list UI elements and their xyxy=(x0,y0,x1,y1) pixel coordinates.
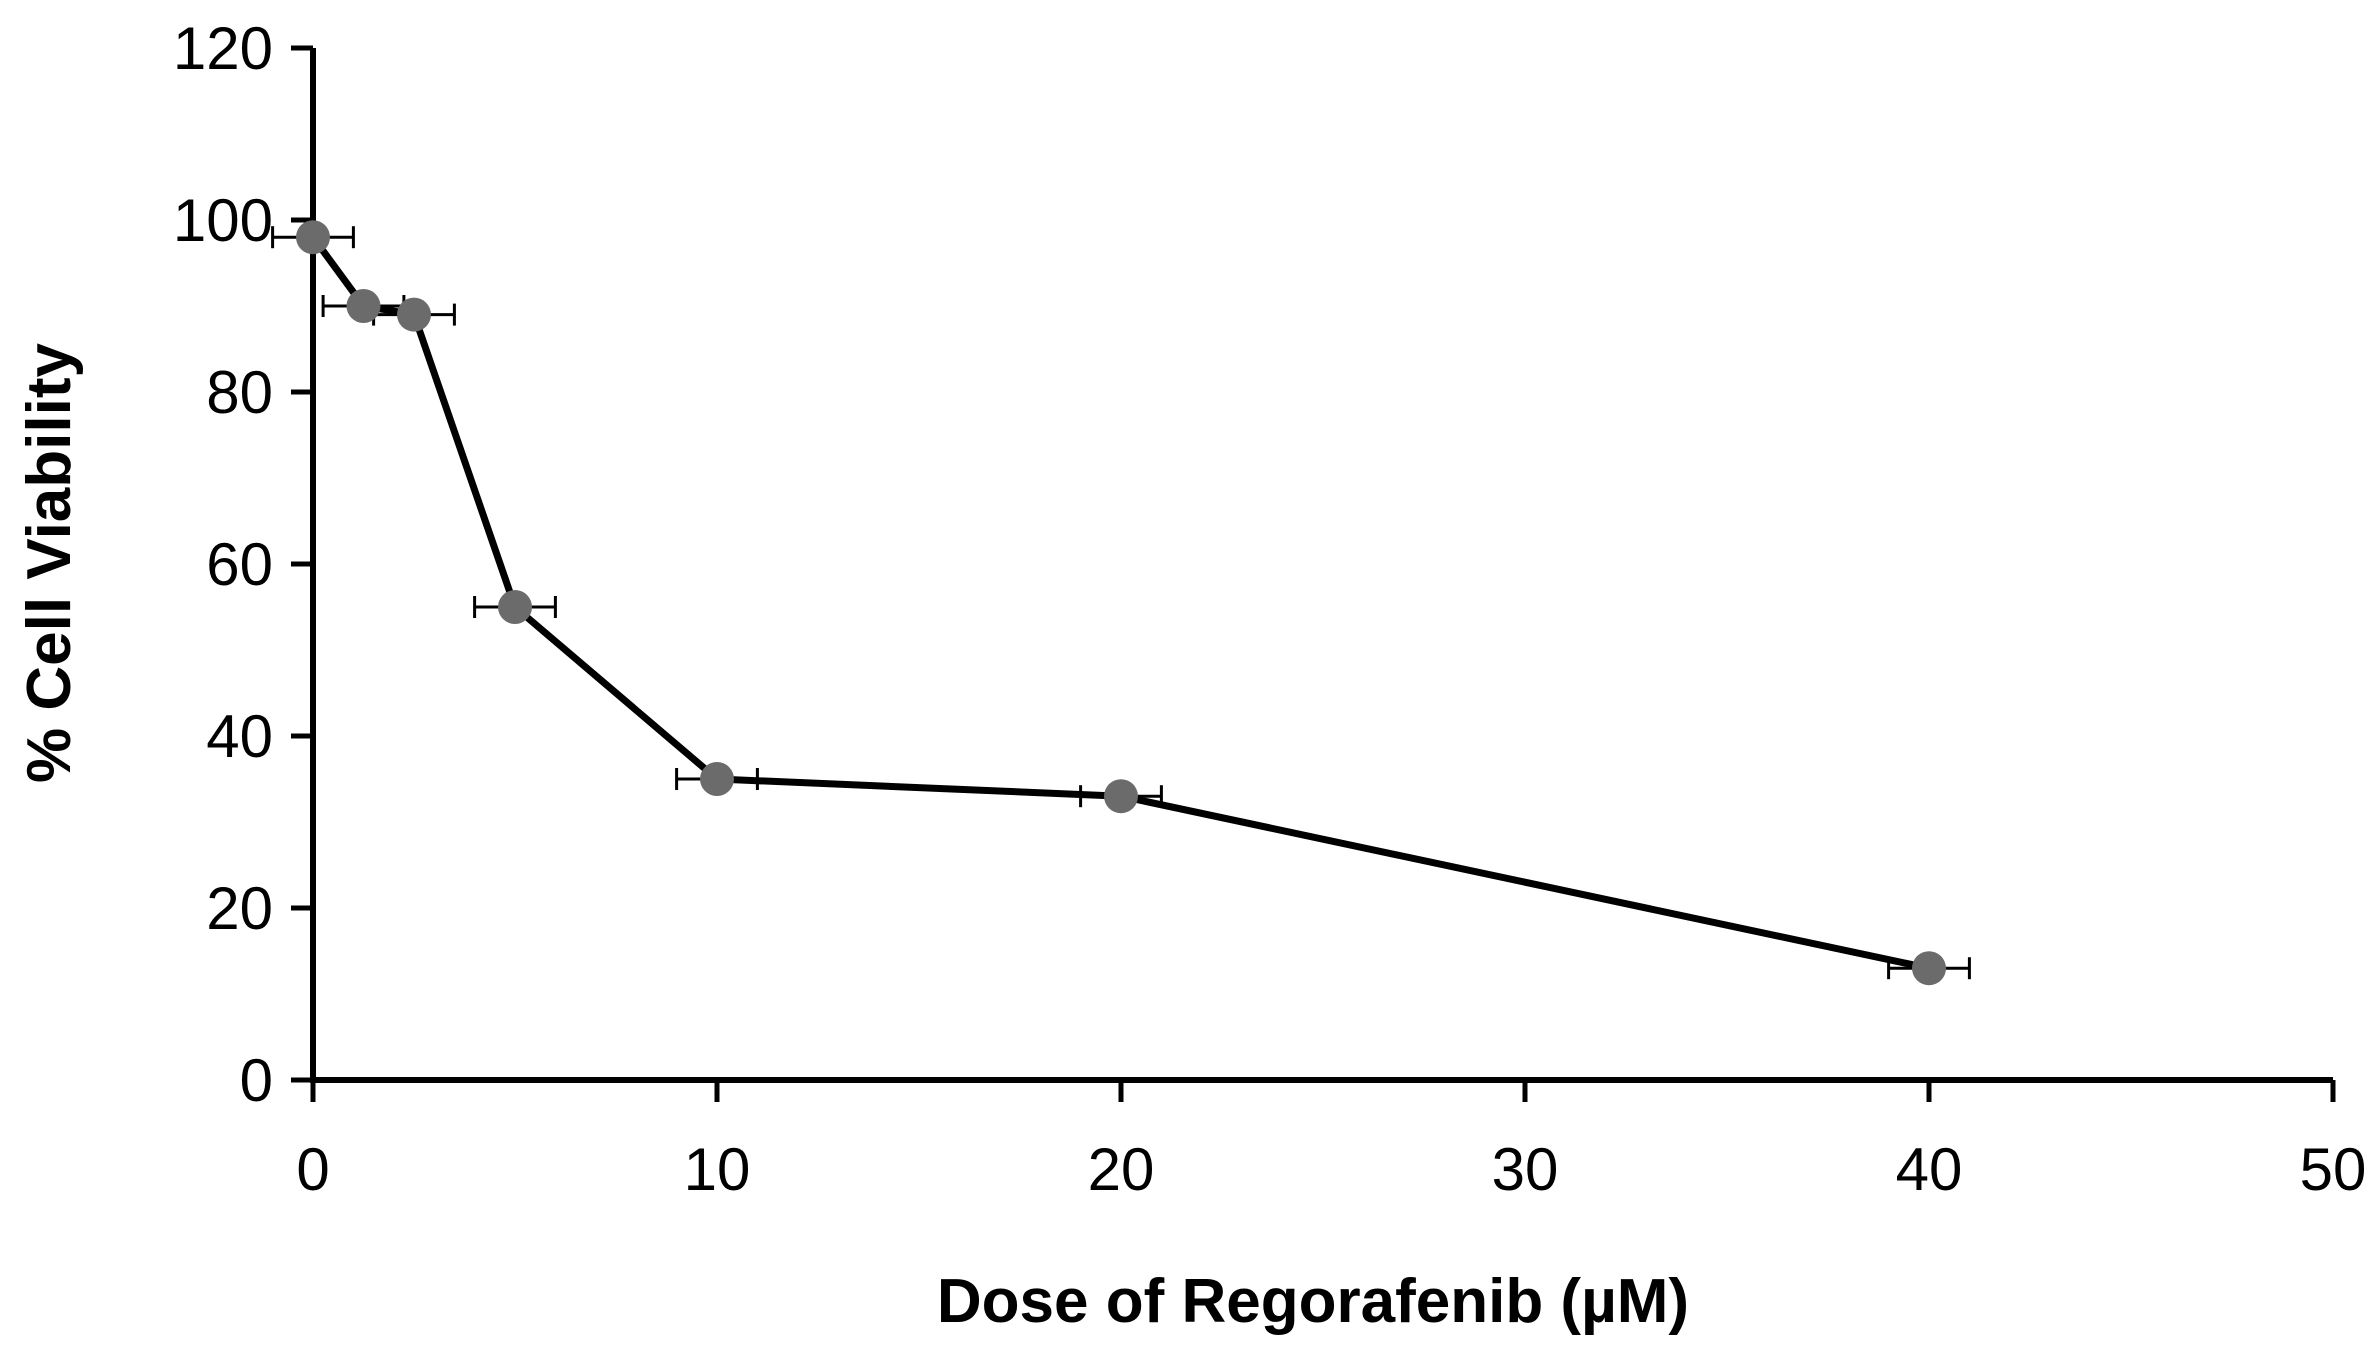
data-point xyxy=(700,762,734,796)
x-tick-label: 40 xyxy=(1896,1136,1963,1203)
y-tick-label: 60 xyxy=(206,531,273,598)
y-tick-label: 120 xyxy=(173,15,273,82)
y-tick-label: 100 xyxy=(173,187,273,254)
x-tick-label: 30 xyxy=(1492,1136,1559,1203)
x-axis-title: Dose of Regorafenib (µM) xyxy=(937,1267,1689,1336)
series-layer xyxy=(271,220,1971,986)
data-point xyxy=(498,590,532,624)
y-axis-title: % Cell Viability xyxy=(15,343,84,783)
axes xyxy=(310,48,2333,1083)
x-tick-label: 50 xyxy=(2300,1136,2367,1203)
y-tick-label: 20 xyxy=(206,875,273,942)
x-tick-label: 10 xyxy=(684,1136,751,1203)
data-point xyxy=(397,297,431,332)
y-tick-label: 0 xyxy=(240,1047,273,1114)
ticks: 0 20 40 60 80 100 120 0 10 20 30 40 50 xyxy=(173,15,2366,1203)
series-0 xyxy=(271,220,1971,986)
data-point xyxy=(296,220,330,255)
data-point xyxy=(346,289,381,323)
y-tick-label: 40 xyxy=(206,703,273,770)
y-tick-label: 80 xyxy=(206,359,273,426)
x-tick-label: 20 xyxy=(1088,1136,1155,1203)
data-point xyxy=(1104,779,1138,814)
data-point xyxy=(1912,951,1946,986)
x-tick-label: 0 xyxy=(296,1136,329,1203)
